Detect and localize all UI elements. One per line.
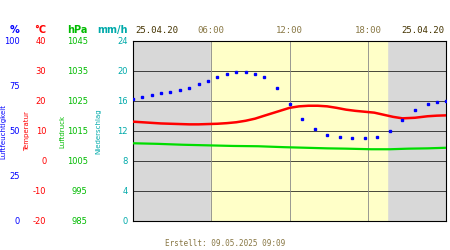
- Text: 25: 25: [9, 172, 20, 181]
- Text: 0: 0: [14, 217, 20, 226]
- Text: 75: 75: [9, 82, 20, 91]
- Text: 0: 0: [41, 157, 46, 166]
- Text: 1005: 1005: [67, 157, 88, 166]
- Text: Niederschlag: Niederschlag: [95, 108, 101, 154]
- Text: hPa: hPa: [68, 25, 88, 35]
- Text: 10: 10: [36, 127, 46, 136]
- Text: Luftfeuchtigkeit: Luftfeuchtigkeit: [0, 104, 6, 159]
- Text: 4: 4: [122, 187, 128, 196]
- Text: 12:00: 12:00: [276, 26, 303, 35]
- Text: mm/h: mm/h: [97, 25, 128, 35]
- Text: 995: 995: [72, 187, 88, 196]
- Text: 985: 985: [72, 217, 88, 226]
- Text: 20: 20: [36, 97, 46, 106]
- Bar: [211, 41, 387, 221]
- Text: %: %: [10, 25, 20, 35]
- Text: 0: 0: [122, 217, 128, 226]
- Text: 100: 100: [4, 37, 20, 46]
- Text: Temperatur: Temperatur: [24, 111, 30, 151]
- Text: Luftdruck: Luftdruck: [59, 115, 65, 148]
- Text: Erstellt: 09.05.2025 09:09: Erstellt: 09.05.2025 09:09: [165, 238, 285, 248]
- Text: -10: -10: [33, 187, 46, 196]
- Text: 50: 50: [9, 127, 20, 136]
- Text: -20: -20: [33, 217, 46, 226]
- Text: 12: 12: [117, 127, 128, 136]
- Text: 1035: 1035: [67, 67, 88, 76]
- Text: 30: 30: [36, 67, 46, 76]
- Text: 1015: 1015: [67, 127, 88, 136]
- Text: 06:00: 06:00: [198, 26, 225, 35]
- Text: 25.04.20: 25.04.20: [135, 26, 178, 35]
- Text: 25.04.20: 25.04.20: [401, 26, 444, 35]
- Text: 1025: 1025: [67, 97, 88, 106]
- Text: °C: °C: [34, 25, 46, 35]
- Text: 20: 20: [117, 67, 128, 76]
- Text: 18:00: 18:00: [355, 26, 382, 35]
- Text: 1045: 1045: [67, 37, 88, 46]
- Text: 8: 8: [122, 157, 128, 166]
- Text: 24: 24: [117, 37, 128, 46]
- Text: 16: 16: [117, 97, 128, 106]
- Text: 40: 40: [36, 37, 46, 46]
